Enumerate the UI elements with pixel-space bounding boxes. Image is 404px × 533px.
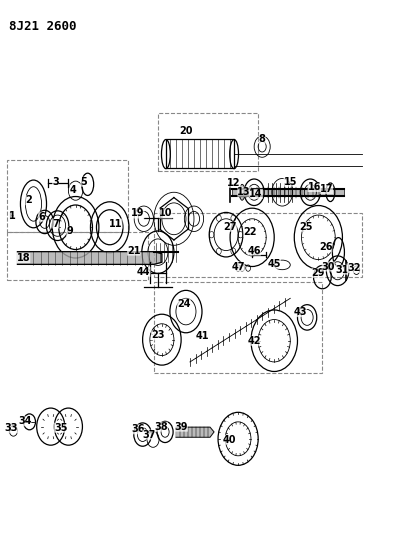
Text: 36: 36 — [131, 424, 145, 434]
Text: 1: 1 — [8, 211, 15, 221]
Text: 24: 24 — [177, 298, 191, 309]
Text: 42: 42 — [247, 336, 261, 346]
Text: 15: 15 — [284, 176, 297, 187]
Text: 14: 14 — [249, 189, 263, 199]
Bar — [166, 139, 234, 168]
Text: 19: 19 — [131, 208, 145, 219]
Text: 37: 37 — [142, 430, 156, 440]
Text: 6: 6 — [38, 212, 45, 222]
Text: 5: 5 — [80, 176, 87, 187]
Text: 43: 43 — [294, 307, 307, 317]
Text: 25: 25 — [299, 222, 312, 232]
Text: 17: 17 — [320, 184, 333, 194]
Text: 13: 13 — [238, 187, 251, 197]
Text: 40: 40 — [223, 435, 236, 445]
Text: 32: 32 — [347, 263, 360, 273]
Text: 45: 45 — [267, 259, 281, 269]
Text: 16: 16 — [307, 182, 321, 192]
Bar — [158, 113, 258, 171]
Polygon shape — [17, 252, 162, 264]
Text: 8J21 2600: 8J21 2600 — [9, 20, 77, 33]
Text: 29: 29 — [311, 268, 325, 278]
Text: 46: 46 — [247, 246, 261, 256]
Bar — [7, 232, 148, 280]
Text: 8: 8 — [259, 134, 265, 144]
Text: 22: 22 — [243, 227, 257, 237]
Text: 38: 38 — [154, 422, 168, 432]
Bar — [154, 282, 322, 373]
Bar — [154, 214, 362, 277]
Polygon shape — [176, 427, 214, 437]
Text: 23: 23 — [151, 330, 164, 341]
Text: 47: 47 — [231, 262, 245, 271]
Text: 7: 7 — [52, 219, 59, 229]
Text: 27: 27 — [223, 222, 237, 232]
Bar — [232, 189, 345, 196]
Text: 33: 33 — [5, 423, 18, 433]
Text: 10: 10 — [159, 208, 173, 219]
Ellipse shape — [239, 184, 245, 200]
Text: 12: 12 — [227, 177, 241, 188]
Text: 18: 18 — [17, 253, 30, 263]
Text: 26: 26 — [319, 243, 332, 253]
Text: 31: 31 — [335, 265, 348, 274]
Text: 11: 11 — [109, 219, 122, 229]
Text: 39: 39 — [175, 422, 188, 432]
Text: 44: 44 — [137, 267, 151, 277]
Text: 9: 9 — [66, 226, 73, 236]
Text: 21: 21 — [127, 246, 141, 256]
Text: 30: 30 — [322, 262, 335, 271]
Text: 41: 41 — [195, 332, 209, 342]
Text: 4: 4 — [69, 184, 76, 195]
Text: 34: 34 — [18, 416, 32, 426]
Text: 20: 20 — [179, 126, 193, 136]
Text: 2: 2 — [25, 195, 32, 205]
Bar — [7, 160, 128, 232]
Text: 3: 3 — [52, 176, 59, 187]
Text: 35: 35 — [54, 423, 67, 433]
